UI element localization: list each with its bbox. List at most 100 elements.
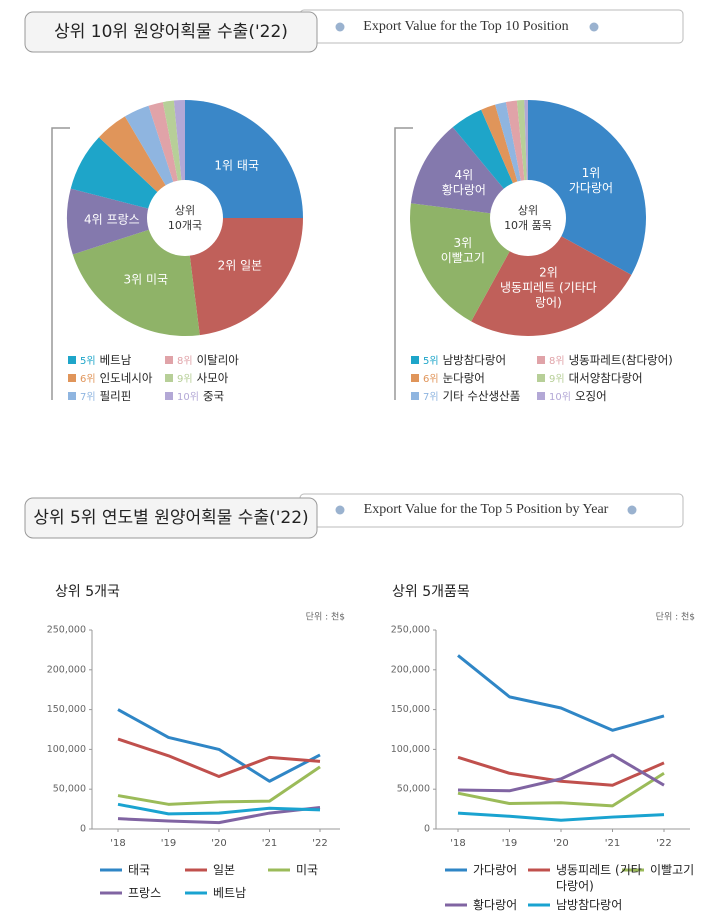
- section-title: 상위 5위 연도별 원양어획물 수출('22): [33, 508, 308, 528]
- legend-label: 냉동파레트(참다랑어): [568, 353, 673, 367]
- x-tick-label: '19: [161, 838, 176, 849]
- slice-rank: 2위: [217, 258, 237, 273]
- line-series: [117, 708, 321, 783]
- slice-label: 1위 태국: [192, 159, 282, 174]
- slice-label: 4위 프랑스: [67, 213, 157, 228]
- legend-rank: 6위: [80, 374, 96, 385]
- line-series: [457, 755, 665, 787]
- legend-item: 8위 이탈리아: [177, 352, 239, 368]
- legend-item: 5위 남방참다랑어: [423, 352, 506, 368]
- center-label: 상위: [518, 204, 538, 217]
- legend-item: 9위 대서양참다랑어: [549, 370, 643, 386]
- legend-item: 7위 필리핀: [80, 388, 131, 404]
- slice-label: 2위 냉동피레트 (기타다랑어): [498, 266, 598, 311]
- chart-title: 상위 5개품목: [392, 584, 470, 600]
- line-series: [117, 806, 321, 825]
- legend-label: 이빨고기: [650, 863, 695, 877]
- legend-label: 냉동피레트 (기타다랑어): [556, 863, 642, 893]
- y-tick-label: 250,000: [47, 625, 86, 636]
- x-tick-label: '18: [450, 838, 465, 849]
- slice-label: 2위 일본: [195, 259, 285, 274]
- slice-rank: 3위: [453, 236, 473, 251]
- slice-name: 가다랑어: [568, 180, 614, 195]
- legend-label: 황다랑어: [473, 898, 518, 912]
- legend-label: 미국: [296, 863, 319, 877]
- slice-name: 황다랑어: [441, 182, 486, 197]
- legend-label: 기타 수산생산품: [442, 389, 521, 403]
- legend-label: 베트남: [213, 886, 247, 900]
- section-title: 상위 10위 원양어획물 수출('22): [54, 22, 288, 42]
- x-tick-label: '19: [502, 838, 517, 849]
- legend-swatch: [68, 356, 76, 364]
- y-tick-label: 150,000: [47, 704, 86, 715]
- legend-item: 6위 눈다랑어: [423, 370, 485, 386]
- legend-rank: 7위: [423, 392, 439, 403]
- legend-rank: 7위: [80, 392, 96, 403]
- legend-label: 사모아: [196, 371, 229, 385]
- y-tick-label: 100,000: [47, 744, 86, 755]
- x-tick-label: '20: [553, 838, 568, 849]
- legend-item: 6위 인도네시아: [80, 370, 152, 386]
- legend-label: 태국: [128, 863, 151, 877]
- legend-rank: 10위: [177, 392, 199, 403]
- bracket: [394, 127, 413, 400]
- pie-slice: [471, 218, 632, 336]
- center-label: 10개 품목: [504, 219, 552, 232]
- slice-rank: 4위: [84, 212, 103, 227]
- legend-label: 남방참다랑어: [556, 898, 623, 912]
- y-tick-label: 50,000: [53, 784, 86, 795]
- legend-swatch: [411, 356, 419, 364]
- legend-label: 가다랑어: [473, 863, 518, 877]
- x-tick-label: '22: [656, 838, 671, 849]
- line-series: [457, 654, 665, 732]
- section-subtitle: Export Value for the Top 5 Position by Y…: [364, 502, 609, 517]
- legend-swatch: [537, 356, 545, 364]
- legend-rank: 8위: [549, 356, 565, 367]
- header-1: [24, 9, 684, 53]
- legend-swatch: [165, 392, 173, 400]
- center-label: 10개국: [168, 219, 202, 232]
- slice-rank: 3위: [123, 272, 143, 287]
- x-tick-label: '21: [262, 838, 277, 849]
- slice-label: 3위 이빨고기: [413, 236, 513, 266]
- x-tick-label: '20: [211, 838, 226, 849]
- line-series: [117, 737, 321, 778]
- legend-swatch: [537, 392, 545, 400]
- center-label: 상위: [175, 204, 195, 217]
- pie-center: [490, 180, 566, 256]
- y-tick-label: 50,000: [397, 784, 430, 795]
- legend-rank: 9위: [177, 374, 193, 385]
- y-tick-label: 250,000: [391, 625, 430, 636]
- pie-center: [147, 180, 223, 256]
- legend-rank: 5위: [423, 356, 439, 367]
- pie-slice: [185, 100, 303, 218]
- bracket: [51, 127, 70, 400]
- y-tick-label: 100,000: [391, 744, 430, 755]
- y-tick-label: 200,000: [47, 664, 86, 675]
- pie-slice: [67, 188, 185, 255]
- slice-name: 이빨고기: [440, 251, 485, 266]
- slice-label: 3위 미국: [101, 272, 191, 287]
- legend-rank: 9위: [549, 374, 565, 385]
- legend-label: 남방참다랑어: [442, 353, 507, 367]
- legend-item: 9위 사모아: [177, 370, 228, 386]
- legend-swatch: [68, 374, 76, 382]
- legend-item: 10위 중국: [177, 388, 224, 404]
- legend-label: 이탈리아: [196, 353, 239, 367]
- slice-label: 1위 가다랑어: [541, 166, 641, 196]
- slice-name: 미국: [146, 272, 169, 287]
- legend-rank: 8위: [177, 356, 193, 367]
- legend-swatch: [165, 374, 173, 382]
- legend-swatch: [165, 356, 173, 364]
- y-tick-label: 200,000: [391, 664, 430, 675]
- legend-rank: 5위: [80, 356, 96, 367]
- unit-label: 단위 : 천$: [656, 612, 695, 623]
- legend-label: 필리핀: [99, 389, 132, 403]
- legend-label: 인도네시아: [99, 371, 153, 385]
- legend-item: 10위 오징어: [549, 388, 607, 404]
- legend-rank: 6위: [423, 374, 439, 385]
- slice-label: 4위 황다랑어: [414, 168, 514, 198]
- legend-item: 5위 베트남: [80, 352, 131, 368]
- legend-label: 눈다랑어: [442, 371, 485, 385]
